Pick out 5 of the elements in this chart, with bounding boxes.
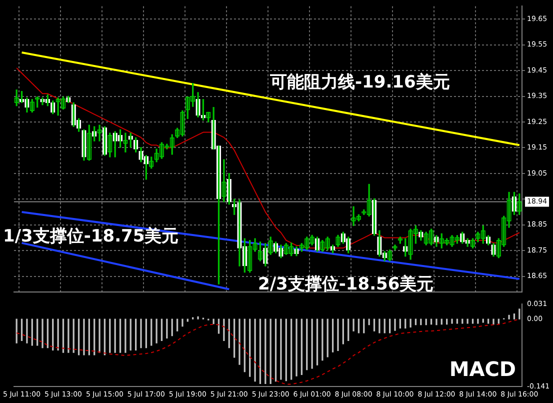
annotation: 1/3支撑位-18.75美元 (3, 226, 179, 246)
annotation: 2/3支撑位-18.56美元 (258, 274, 434, 294)
text: MACD (449, 356, 516, 381)
annotation: 可能阻力线-19.16美元 (269, 72, 450, 92)
line-series (16, 318, 520, 385)
